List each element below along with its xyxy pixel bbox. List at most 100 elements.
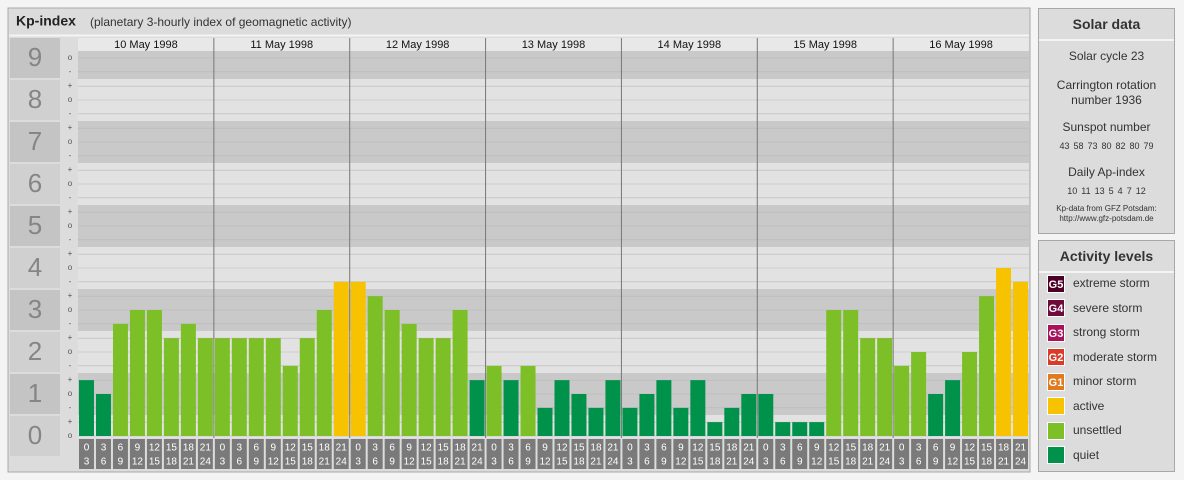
bar (588, 407, 604, 436)
hour-box (741, 439, 757, 469)
hour-box (95, 439, 111, 469)
bar (180, 323, 196, 436)
bar (775, 422, 791, 436)
minor-tick-label: + (68, 165, 73, 174)
hour-label: 9 (542, 443, 548, 454)
y-tick-label: 5 (28, 210, 42, 240)
hour-label: 15 (981, 443, 993, 454)
ap-index-values: 10 11 13 5 4 7 12 (1039, 186, 1174, 196)
hour-label: 24 (743, 457, 755, 468)
bar (537, 407, 553, 436)
hour-label: 21 (319, 457, 331, 468)
hour-box (656, 439, 672, 469)
hour-label: 12 (404, 457, 416, 468)
hour-label: 24 (200, 457, 212, 468)
hour-label: 9 (118, 457, 124, 468)
minor-tick-label: - (69, 361, 72, 370)
hour-label: 3 (644, 443, 650, 454)
bar (605, 380, 621, 436)
bar (792, 422, 808, 436)
hour-box (571, 439, 587, 469)
bar (911, 352, 927, 436)
hour-box (384, 439, 400, 469)
hour-box (197, 439, 213, 469)
hour-box (554, 439, 570, 469)
activity-levels-panel: Activity levels G5 extreme storm G4 severe … (1038, 240, 1175, 472)
bar (469, 380, 485, 436)
hour-box (996, 439, 1012, 469)
bar (622, 407, 638, 436)
hour-box (180, 439, 196, 469)
hour-label: 12 (964, 443, 976, 454)
hour-box (945, 439, 961, 469)
hour-label: 3 (508, 443, 514, 454)
bar (452, 310, 468, 436)
hour-box (877, 439, 893, 469)
bar (129, 310, 145, 436)
title-bar (9, 9, 1029, 35)
y-tick-label: 3 (28, 294, 42, 324)
hour-label: 15 (828, 457, 840, 468)
hour-label: 9 (797, 457, 803, 468)
sunspot-number: 80 (1101, 141, 1112, 151)
hour-label: 0 (627, 443, 633, 454)
minor-tick-label: o (68, 431, 73, 440)
bar (231, 338, 247, 436)
hour-label: 6 (237, 457, 243, 468)
hour-box (282, 439, 298, 469)
hour-box (231, 439, 247, 469)
hour-box (979, 439, 995, 469)
activity-levels-title: Activity levels (1039, 241, 1174, 273)
bar (197, 338, 213, 436)
hour-label: 12 (149, 443, 161, 454)
hour-label: 3 (220, 457, 226, 468)
hour-label: 12 (539, 457, 551, 468)
bar (945, 380, 961, 436)
hour-label: 15 (709, 443, 721, 454)
hour-label: 15 (556, 457, 568, 468)
hour-box (537, 439, 553, 469)
hour-label: 0 (763, 443, 769, 454)
bar (265, 338, 281, 436)
bar (248, 338, 264, 436)
hour-box (962, 439, 978, 469)
hour-label: 24 (336, 457, 348, 468)
minor-tick-label: + (68, 291, 73, 300)
hour-label: 12 (947, 457, 959, 468)
bar (112, 323, 128, 436)
hour-label: 6 (389, 443, 395, 454)
solar-data-title: Solar data (1039, 9, 1174, 41)
hour-label: 3 (780, 443, 786, 454)
hour-label: 18 (438, 457, 450, 468)
bar (979, 296, 995, 436)
legend-swatch: G4 (1047, 299, 1065, 318)
minor-tick-label: - (69, 277, 72, 286)
source-line: Kp-data from GFZ Potsdam: (1056, 204, 1157, 213)
bar (656, 380, 672, 436)
hour-box (401, 439, 417, 469)
y-label-box (10, 80, 60, 120)
hour-label: 21 (472, 443, 484, 454)
hour-label: 21 (879, 443, 891, 454)
hour-box (79, 439, 94, 469)
hour-label: 21 (590, 457, 602, 468)
bar (962, 352, 978, 436)
hour-label: 0 (220, 443, 226, 454)
y-tick-label: 6 (28, 168, 42, 198)
source-note: Kp-data from GFZ Potsdam: http://www.gfz… (1039, 204, 1174, 224)
hour-label: 9 (254, 457, 260, 468)
hour-box (350, 439, 366, 469)
hour-box (707, 439, 723, 469)
minor-tick-label: - (69, 235, 72, 244)
date-row (78, 38, 1029, 51)
legend-swatch: G3 (1047, 323, 1065, 342)
bar (146, 310, 162, 436)
hour-box (146, 439, 162, 469)
hour-label: 15 (421, 457, 433, 468)
hour-box (486, 439, 502, 469)
hour-label: 6 (780, 457, 786, 468)
bar (418, 338, 434, 436)
hour-label: 15 (285, 457, 297, 468)
hour-label: 18 (845, 457, 857, 468)
legend-swatch: G1 (1047, 372, 1065, 391)
